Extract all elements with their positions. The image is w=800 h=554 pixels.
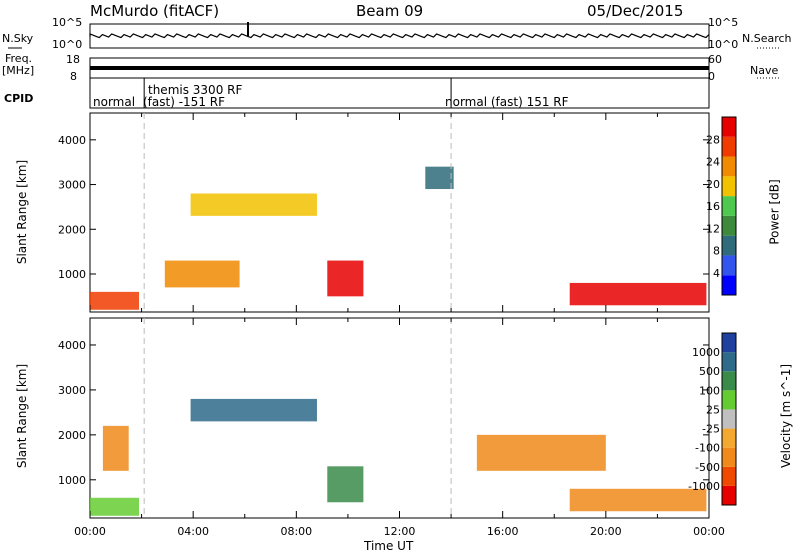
y-tick-label: 2000: [58, 429, 86, 442]
x-tick-label: 04:00: [177, 525, 209, 538]
y-tick-label: 3000: [58, 384, 86, 397]
data-region: [327, 466, 364, 503]
colorbar-tick-label: 20: [706, 178, 720, 191]
nsearch-tick-bottom: 10^0: [708, 38, 739, 51]
data-region: [90, 497, 140, 516]
x-tick-label: 20:00: [590, 525, 622, 538]
x-tick-label: 08:00: [280, 525, 312, 538]
velocity-panel: 1000 2000 3000 4000 1000 500 100 25 -25 -100 -500 -…: [58, 317, 737, 519]
nsky-tick-top: 10^5: [52, 16, 83, 29]
data-region: [190, 193, 317, 216]
data-region: [164, 260, 240, 288]
freq-tick-top: 18: [66, 53, 80, 66]
panel-frame: [89, 317, 710, 519]
colorbar-tick-label: 12: [706, 222, 720, 235]
colorbar-segment: [722, 466, 736, 486]
colorbar-segment: [722, 428, 736, 448]
freq-trace: [90, 66, 709, 70]
colorbar-segment: [722, 409, 736, 429]
nsky-label: N.Sky: [2, 32, 34, 45]
colorbar-tick-label: 24: [706, 156, 720, 169]
y-tick-label: 4000: [58, 339, 86, 352]
x-tick-label: 00:00: [693, 525, 725, 538]
station-title: McMurdo (fitACF): [90, 2, 220, 20]
colorbar-tick-label: -500: [695, 461, 720, 474]
cpid-seg2-label-top: themis 3300 RF: [148, 83, 243, 97]
colorbar-segment: [722, 447, 736, 467]
beam-title: Beam 09: [356, 2, 424, 20]
colorbar-segment: [722, 196, 736, 216]
colorbar-segment: [722, 117, 736, 137]
freq-tick-bottom: 8: [70, 70, 77, 83]
cpid-seg1-label: normal: [93, 95, 136, 109]
data-region: [90, 291, 140, 310]
data-region: [569, 282, 707, 306]
nsearch-label: N.Search: [742, 32, 792, 45]
nsearch-tick-top: 10^5: [708, 16, 739, 29]
colorbar-segment: [722, 136, 736, 157]
colorbar-frame: [721, 116, 737, 296]
colorbar-tick-label: -1000: [688, 480, 720, 493]
x-tick-label: 12:00: [384, 525, 416, 538]
colorbar-segment: [722, 275, 736, 295]
data-region: [190, 398, 317, 422]
data-region: [327, 260, 364, 297]
y-tick-label: 3000: [58, 179, 86, 192]
nave-tick-bottom: 0: [708, 70, 715, 83]
nsky-trace: [89, 33, 710, 39]
y-tick-label: 2000: [58, 223, 86, 236]
x-tick-label: 00:00: [74, 525, 106, 538]
power-panel: 1000 2000 3000 4000 28 24 20 16 12 8 4: [58, 112, 737, 313]
colorbar-tick-label: 28: [706, 133, 720, 146]
colorbar-segment: [722, 176, 736, 197]
colorbar-tick-label: 100: [699, 384, 720, 397]
x-axis-label: Time UT: [364, 539, 414, 553]
colorbar-tick-label: -100: [695, 442, 720, 455]
nave-tick-top: 60: [708, 53, 722, 66]
data-region: [476, 434, 606, 471]
data-region: [569, 488, 707, 512]
colorbar-segment: [722, 235, 736, 256]
nave-label: Nave: [750, 64, 779, 77]
nsky-tick-bottom: 10^0: [52, 38, 83, 51]
date-title: 05/Dec/2015: [587, 2, 684, 20]
colorbar-tick-label: -25: [702, 423, 720, 436]
freq-unit-label: [MHz]: [2, 64, 35, 77]
colorbar-frame: [721, 332, 737, 506]
colorbar-segment: [722, 371, 736, 391]
colorbar-segment: [722, 485, 736, 505]
colorbar-segment: [722, 352, 736, 372]
colorbar-tick-label: 1000: [692, 346, 720, 359]
colorbar-segment: [722, 255, 736, 276]
y-tick-label: 4000: [58, 134, 86, 147]
colorbar-segment: [722, 390, 736, 410]
colorbar-segment: [722, 156, 736, 177]
colorbar-tick-label: 500: [699, 365, 720, 378]
colorbar-tick-label: 25: [706, 403, 720, 416]
cpid-seg3-label: normal (fast) 151 RF: [445, 95, 569, 109]
cpid-panel: [89, 77, 710, 109]
y-tick-label: 1000: [58, 268, 86, 281]
data-region: [102, 425, 129, 471]
y-tick-label: 1000: [58, 474, 86, 487]
colorbar-tick-label: 4: [713, 267, 720, 280]
colorbar-tick-label: 16: [706, 200, 720, 213]
data-region: [425, 166, 454, 190]
cpid-label: CPID: [4, 92, 34, 105]
cpid-seg2-label: (fast) -151 RF: [143, 95, 226, 109]
colorbar-tick-label: 8: [713, 245, 720, 258]
colorbar-segment: [722, 215, 736, 236]
freq-label: Freq.: [5, 52, 33, 65]
colorbar-segment: [722, 333, 736, 353]
x-tick-label: 16:00: [487, 525, 519, 538]
